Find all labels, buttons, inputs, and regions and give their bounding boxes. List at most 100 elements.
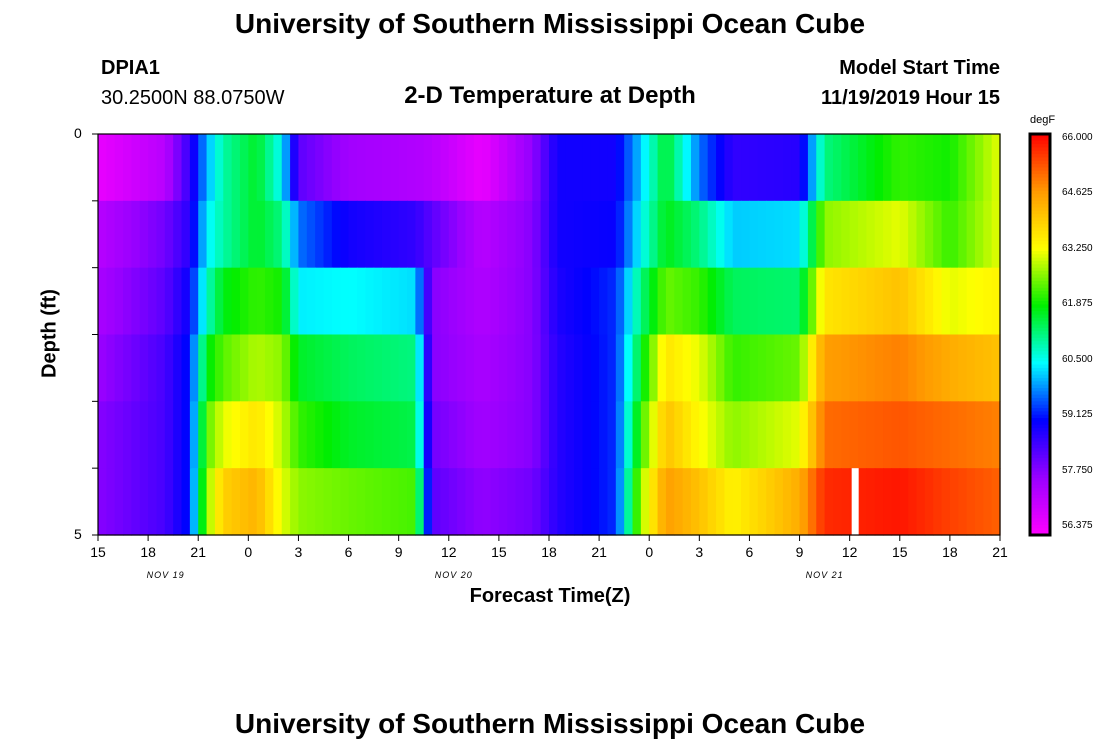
colorbar-tick-label: 61.875 bbox=[1062, 298, 1093, 310]
heatmap-cell bbox=[757, 401, 767, 469]
heatmap-cell bbox=[724, 267, 734, 336]
heatmap-cell bbox=[849, 401, 859, 469]
colorbar-segment bbox=[1030, 301, 1050, 306]
colorbar-segment bbox=[1030, 434, 1050, 439]
heatmap-cell bbox=[549, 267, 558, 336]
heatmap-cell bbox=[139, 267, 149, 336]
heatmap-cell bbox=[198, 468, 208, 536]
heatmap-cell bbox=[148, 200, 158, 269]
heatmap-cell bbox=[966, 468, 976, 536]
heatmap-cell bbox=[724, 468, 734, 536]
heatmap-cell bbox=[607, 334, 617, 402]
heatmap-cell bbox=[590, 468, 600, 536]
heatmap-cell bbox=[991, 267, 1001, 336]
heatmap-cell bbox=[649, 468, 659, 536]
heatmap-cell bbox=[265, 267, 274, 336]
colorbar-segment bbox=[1030, 247, 1050, 252]
heatmap-cell bbox=[749, 267, 759, 336]
heatmap-cell bbox=[549, 334, 558, 402]
heatmap-cell bbox=[214, 200, 224, 269]
heatmap-cell bbox=[665, 134, 675, 202]
heatmap-cell bbox=[599, 401, 609, 469]
heatmap-cell bbox=[849, 267, 859, 336]
colorbar bbox=[1030, 134, 1050, 536]
colorbar-segment bbox=[1030, 194, 1050, 199]
colorbar-segment bbox=[1030, 187, 1050, 192]
heatmap-cell bbox=[924, 267, 934, 336]
heatmap-cell bbox=[206, 334, 216, 402]
heatmap-cell bbox=[265, 200, 274, 269]
heatmap-cell bbox=[532, 200, 542, 269]
x-axis-ticks bbox=[97, 535, 1001, 541]
heatmap-cell bbox=[741, 334, 751, 402]
colorbar-segment bbox=[1030, 528, 1050, 533]
heatmap-cell bbox=[665, 200, 675, 269]
colorbar-segment bbox=[1030, 488, 1050, 493]
heatmap-cell bbox=[791, 134, 801, 202]
heatmap-cell bbox=[465, 267, 475, 336]
heatmap-cell bbox=[858, 134, 867, 202]
colorbar-segment bbox=[1030, 284, 1050, 289]
heatmap-cell bbox=[916, 468, 926, 536]
colorbar-segment bbox=[1030, 197, 1050, 202]
heatmap-cell bbox=[749, 134, 759, 202]
heatmap-cell bbox=[732, 401, 742, 469]
colorbar-segment bbox=[1030, 170, 1050, 175]
heatmap-cell bbox=[448, 267, 458, 336]
heatmap-cell bbox=[540, 200, 550, 269]
heatmap-cell bbox=[924, 200, 934, 269]
heatmap-cell bbox=[381, 267, 391, 336]
heatmap-cell bbox=[991, 134, 1001, 202]
heatmap-cell bbox=[983, 334, 993, 402]
heatmap-cell bbox=[407, 334, 416, 402]
heatmap-cell bbox=[440, 200, 450, 269]
heatmap-cell bbox=[632, 267, 642, 336]
heatmap-cell bbox=[356, 401, 366, 469]
heatmap-cell bbox=[816, 334, 826, 402]
heatmap-cell bbox=[841, 134, 851, 202]
heatmap-cell bbox=[198, 200, 208, 269]
heatmap-cell bbox=[874, 401, 884, 469]
heatmap-cell bbox=[749, 200, 759, 269]
heatmap-cell bbox=[816, 267, 826, 336]
colorbar-segment bbox=[1030, 484, 1050, 489]
heatmap-cell bbox=[532, 267, 542, 336]
heatmap-cell bbox=[306, 334, 316, 402]
heatmap-cell bbox=[432, 468, 442, 536]
page-title: University of Southern Mississippi Ocean… bbox=[234, 8, 866, 39]
heatmap-cell bbox=[189, 334, 199, 402]
heatmap-cell bbox=[173, 334, 183, 402]
colorbar-segment bbox=[1030, 414, 1050, 419]
heatmap-cell bbox=[114, 401, 124, 469]
heatmap-cell bbox=[214, 134, 224, 202]
heatmap-cell bbox=[440, 267, 450, 336]
heatmap-cell bbox=[173, 401, 183, 469]
heatmap-cell bbox=[340, 468, 350, 536]
heatmap-cell bbox=[457, 267, 467, 336]
heatmap-cell bbox=[523, 401, 533, 469]
heatmap-cell bbox=[832, 134, 842, 202]
heatmap-cell bbox=[791, 200, 801, 269]
heatmap-cell bbox=[766, 468, 776, 536]
colorbar-segment bbox=[1030, 190, 1050, 195]
heatmap-cell bbox=[415, 267, 425, 336]
heatmap-cell bbox=[615, 401, 625, 469]
heatmap-cell bbox=[741, 134, 751, 202]
heatmap-cell bbox=[156, 267, 166, 336]
heatmap-cell bbox=[131, 267, 141, 336]
x-tick-label: 9 bbox=[795, 544, 804, 560]
heatmap-cell bbox=[173, 200, 183, 269]
heatmap-cell bbox=[824, 401, 834, 469]
heatmap-cell bbox=[966, 134, 976, 202]
heatmap-cell bbox=[156, 468, 166, 536]
heatmap-cell bbox=[248, 334, 258, 402]
heatmap-cell bbox=[716, 401, 725, 469]
heatmap-cell bbox=[791, 267, 801, 336]
colorbar-segment bbox=[1030, 297, 1050, 302]
colorbar-segment bbox=[1030, 227, 1050, 232]
heatmap-cell bbox=[432, 334, 442, 402]
heatmap-cell bbox=[248, 200, 258, 269]
heatmap-cell bbox=[448, 334, 458, 402]
heatmap-cell bbox=[465, 468, 475, 536]
heatmap-cell bbox=[340, 334, 350, 402]
